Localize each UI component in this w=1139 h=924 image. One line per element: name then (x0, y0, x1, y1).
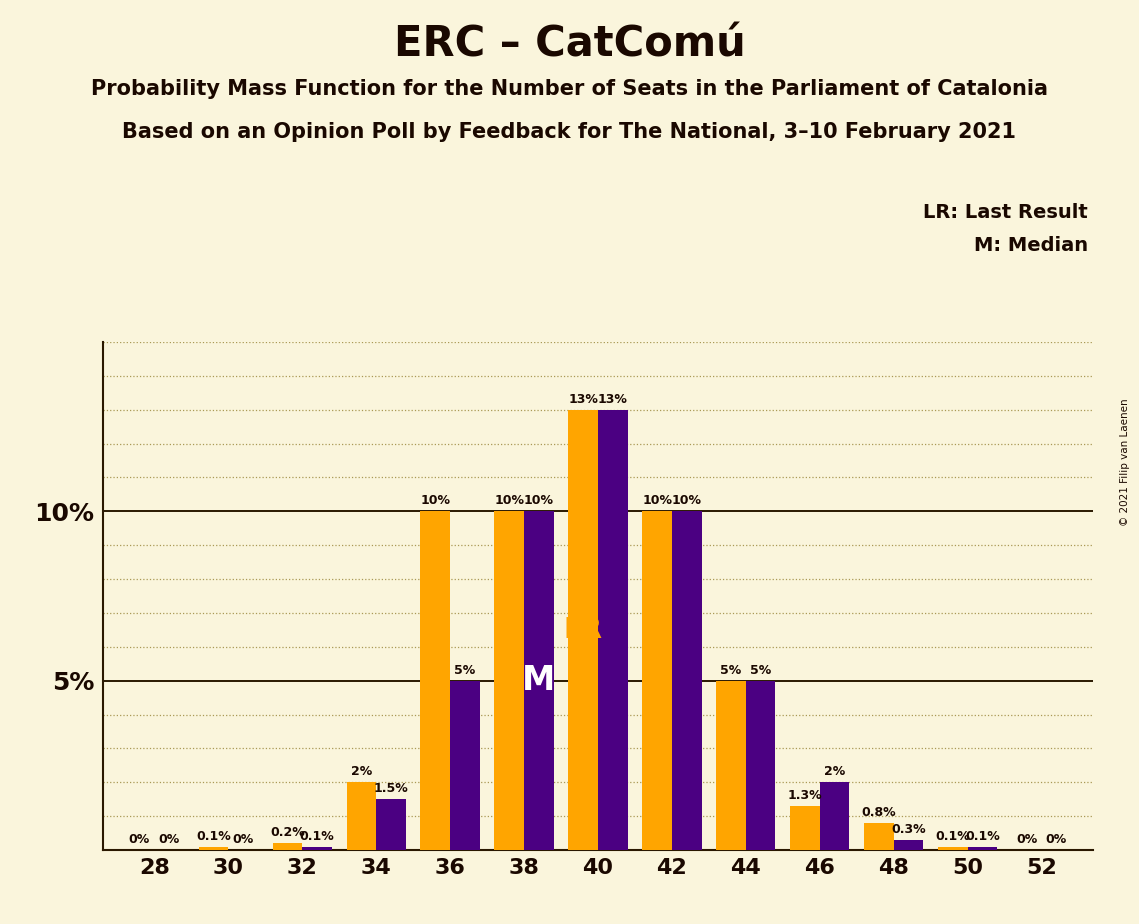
Bar (494, 511, 524, 850)
Bar (865, 823, 894, 850)
Text: 0%: 0% (129, 833, 150, 846)
Text: Based on an Opinion Poll by Feedback for The National, 3–10 February 2021: Based on an Opinion Poll by Feedback for… (123, 122, 1016, 142)
Bar (598, 409, 628, 850)
Text: 0%: 0% (1046, 833, 1067, 846)
Text: 1.5%: 1.5% (374, 783, 408, 796)
Bar (790, 806, 820, 850)
Bar (968, 846, 998, 850)
Text: 0.1%: 0.1% (196, 830, 231, 843)
Text: © 2021 Filip van Laenen: © 2021 Filip van Laenen (1121, 398, 1130, 526)
Text: M: Median: M: Median (974, 236, 1088, 255)
Bar (672, 511, 702, 850)
Text: 10%: 10% (642, 494, 672, 507)
Text: 5%: 5% (721, 663, 741, 676)
Text: Probability Mass Function for the Number of Seats in the Parliament of Catalonia: Probability Mass Function for the Number… (91, 79, 1048, 99)
Bar (198, 846, 228, 850)
Bar (642, 511, 672, 850)
Text: 10%: 10% (524, 494, 554, 507)
Text: 13%: 13% (598, 393, 628, 406)
Bar (302, 846, 331, 850)
Bar (894, 840, 924, 850)
Text: LR: LR (564, 616, 603, 644)
Text: ERC – CatComú: ERC – CatComú (394, 23, 745, 65)
Text: 0%: 0% (232, 833, 254, 846)
Text: 10%: 10% (420, 494, 450, 507)
Text: M: M (522, 664, 556, 698)
Bar (716, 681, 746, 850)
Bar (820, 783, 850, 850)
Text: 0.1%: 0.1% (300, 830, 335, 843)
Text: 10%: 10% (494, 494, 524, 507)
Text: 0.1%: 0.1% (965, 830, 1000, 843)
Bar (568, 409, 598, 850)
Text: 10%: 10% (672, 494, 702, 507)
Bar (272, 844, 302, 850)
Bar (376, 799, 405, 850)
Text: 5%: 5% (751, 663, 771, 676)
Text: 0.8%: 0.8% (862, 806, 896, 819)
Text: 2%: 2% (823, 765, 845, 778)
Text: 2%: 2% (351, 765, 372, 778)
Text: 5%: 5% (454, 663, 475, 676)
Text: 0%: 0% (158, 833, 180, 846)
Text: 13%: 13% (568, 393, 598, 406)
Bar (346, 783, 376, 850)
Text: 0%: 0% (1016, 833, 1038, 846)
Bar (420, 511, 450, 850)
Bar (524, 511, 554, 850)
Text: LR: Last Result: LR: Last Result (923, 203, 1088, 223)
Text: 1.3%: 1.3% (788, 789, 822, 802)
Text: 0.1%: 0.1% (935, 830, 970, 843)
Text: 0.2%: 0.2% (270, 826, 305, 839)
Text: 0.3%: 0.3% (891, 823, 926, 836)
Bar (450, 681, 480, 850)
Bar (939, 846, 968, 850)
Bar (746, 681, 776, 850)
